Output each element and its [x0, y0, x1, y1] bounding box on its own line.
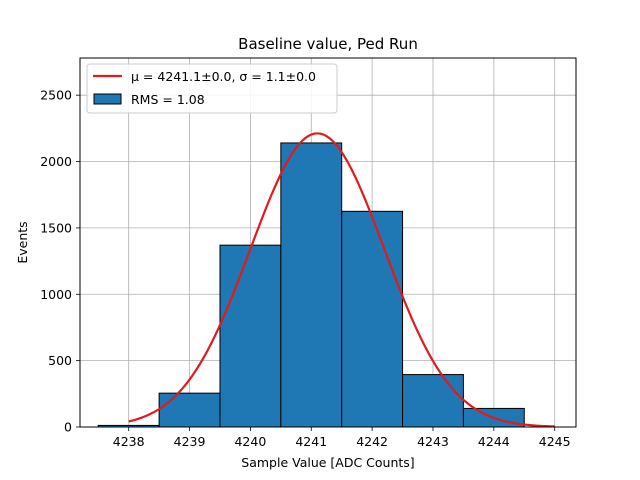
legend-hist-swatch	[93, 93, 122, 105]
x-tick-label: 4242	[356, 434, 388, 449]
legend-fit-label: μ = 4241.1±0.0, σ = 1.1±0.0	[131, 69, 316, 84]
y-axis-ticks: 0 500 1000 1500 2000 2500	[40, 88, 80, 435]
histogram-bars	[97, 142, 525, 428]
x-tick-label: 4240	[234, 434, 266, 449]
y-tick-label: 2000	[40, 154, 72, 169]
gaussian-fit-curve	[128, 132, 555, 428]
x-tick-label: 4245	[539, 434, 571, 449]
x-tick-label: 4243	[417, 434, 449, 449]
histogram-bar	[280, 142, 343, 428]
histogram-bar	[158, 392, 221, 428]
fit-curve-layer	[128, 132, 555, 428]
plot-frame	[79, 57, 577, 428]
chart-title: Baseline value, Ped Run	[238, 35, 418, 53]
legend-hist-label: RMS = 1.08	[131, 92, 205, 107]
x-axis-ticks: 4238 4239 4240 4241 4242 4243 4244 4245	[113, 427, 571, 449]
legend-box	[86, 63, 338, 114]
histogram-bar	[341, 210, 404, 428]
histogram-bar	[402, 374, 464, 428]
x-tick-label: 4244	[478, 434, 510, 449]
y-tick-label: 500	[48, 353, 72, 368]
y-axis-label: Events	[15, 221, 30, 263]
legend: μ = 4241.1±0.0, σ = 1.1±0.0 RMS = 1.08	[86, 63, 338, 114]
x-axis-label: Sample Value [ADC Counts]	[241, 455, 414, 470]
x-tick-label: 4241	[295, 434, 327, 449]
y-tick-label: 2500	[40, 88, 72, 103]
y-tick-label: 1500	[40, 220, 72, 235]
x-tick-label: 4239	[174, 434, 206, 449]
histogram-bar	[219, 244, 282, 428]
y-tick-label: 1000	[40, 287, 72, 302]
y-tick-label: 0	[64, 420, 72, 435]
x-tick-label: 4238	[113, 434, 145, 449]
